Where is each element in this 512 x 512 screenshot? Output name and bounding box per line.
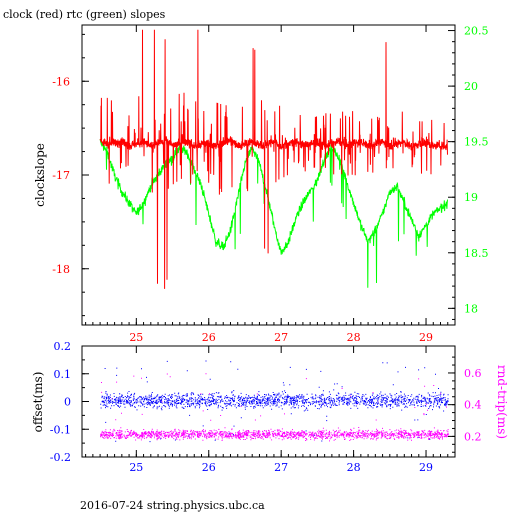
bottom-plot-area bbox=[100, 360, 449, 443]
offset-series bbox=[100, 360, 449, 443]
rnd-trip-series bbox=[100, 373, 449, 442]
top-x-tick-label: 25 bbox=[129, 331, 143, 344]
top-plot-area bbox=[99, 29, 448, 289]
top-right-tick-label: 20 bbox=[464, 80, 478, 93]
bottom-x-tick-label: 29 bbox=[419, 461, 433, 474]
footer-caption: 2016-07-24 string.physics.ubc.ca bbox=[80, 499, 265, 512]
bottom-left-tick-label: 0.1 bbox=[54, 368, 72, 381]
bottom-left-tick-label: 0.2 bbox=[54, 340, 72, 353]
bottom-x-axis: 25 26 27 28 29 bbox=[85, 346, 449, 474]
bottom-right-tick-label: 0.6 bbox=[464, 367, 482, 380]
rnd-trip-points bbox=[100, 373, 449, 442]
offset-points bbox=[100, 360, 449, 443]
clockslope-axis-label: clockslope bbox=[33, 143, 47, 207]
top-x-tick-label: 27 bbox=[274, 331, 288, 344]
bottom-left-axis: 0.2 0.1 0 -0.1 -0.2 bbox=[50, 340, 89, 464]
clock-series bbox=[99, 29, 448, 289]
clock-line bbox=[99, 29, 448, 289]
top-right-tick-label: 18.5 bbox=[464, 247, 489, 260]
top-left-tick-label: -17 bbox=[52, 169, 70, 182]
bottom-right-axis: 0.6 0.4 0.2 bbox=[448, 356, 482, 453]
top-right-tick-label: 20.5 bbox=[464, 25, 489, 38]
top-right-tick-label: 18 bbox=[464, 302, 478, 315]
top-left-tick-label: -18 bbox=[52, 263, 70, 276]
bottom-right-tick-label: 0.4 bbox=[464, 399, 482, 412]
top-right-axis: 20.5 20 19.5 19 18.5 18 bbox=[448, 25, 489, 320]
bottom-x-tick-label: 27 bbox=[274, 461, 288, 474]
offset-axis-label: offset(ms) bbox=[31, 372, 45, 433]
bottom-left-tick-label: -0.1 bbox=[50, 423, 71, 436]
top-x-tick-label: 26 bbox=[202, 331, 216, 344]
rnd-trip-axis-label: rnd-trip(ms) bbox=[495, 365, 509, 439]
top-right-tick-label: 19 bbox=[464, 191, 478, 204]
top-x-axis: 25 26 27 28 29 bbox=[85, 25, 449, 344]
top-x-tick-label: 29 bbox=[419, 331, 433, 344]
top-left-axis: -16 -17 -18 bbox=[52, 33, 89, 317]
bottom-right-tick-label: 0.2 bbox=[464, 430, 482, 443]
bottom-x-tick-label: 25 bbox=[129, 461, 143, 474]
page-title: clock (red) rtc (green) slopes bbox=[3, 8, 166, 21]
top-x-tick-label: 28 bbox=[347, 331, 361, 344]
bottom-x-tick-label: 28 bbox=[347, 461, 361, 474]
bottom-x-tick-label: 26 bbox=[202, 461, 216, 474]
top-left-tick-label: -16 bbox=[52, 75, 70, 88]
bottom-panel: 0.2 0.1 0 -0.1 -0.2 0.6 0.4 0.2 25 26 27 28 29 off… bbox=[31, 340, 509, 474]
bottom-left-tick-label: -0.2 bbox=[50, 451, 71, 464]
top-right-tick-label: 19.5 bbox=[464, 136, 489, 149]
bottom-left-tick-label: 0 bbox=[64, 396, 71, 409]
